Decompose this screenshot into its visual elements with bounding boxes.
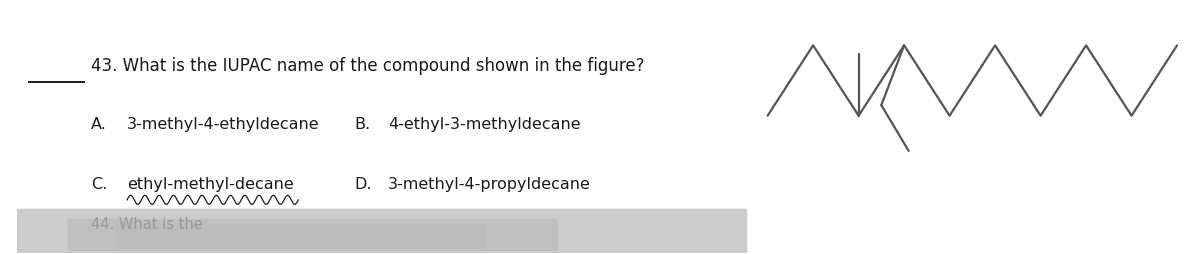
FancyBboxPatch shape [67,219,558,251]
Text: A.: A. [91,117,107,132]
Text: 4-ethyl-3-methyldecane: 4-ethyl-3-methyldecane [388,117,581,132]
FancyBboxPatch shape [115,224,486,249]
Text: D.: D. [354,177,372,192]
Text: 3-methyl-4-propyldecane: 3-methyl-4-propyldecane [388,177,590,192]
Text: 44. What is the: 44. What is the [91,217,203,232]
Text: 43. What is the IUPAC name of the compound shown in the figure?: 43. What is the IUPAC name of the compou… [91,57,644,75]
Text: B.: B. [354,117,371,132]
FancyBboxPatch shape [17,209,748,254]
Text: C.: C. [91,177,108,192]
Text: ethyl-methyl-decane: ethyl-methyl-decane [127,177,294,192]
Text: 3-methyl-4-ethyldecane: 3-methyl-4-ethyldecane [127,117,319,132]
